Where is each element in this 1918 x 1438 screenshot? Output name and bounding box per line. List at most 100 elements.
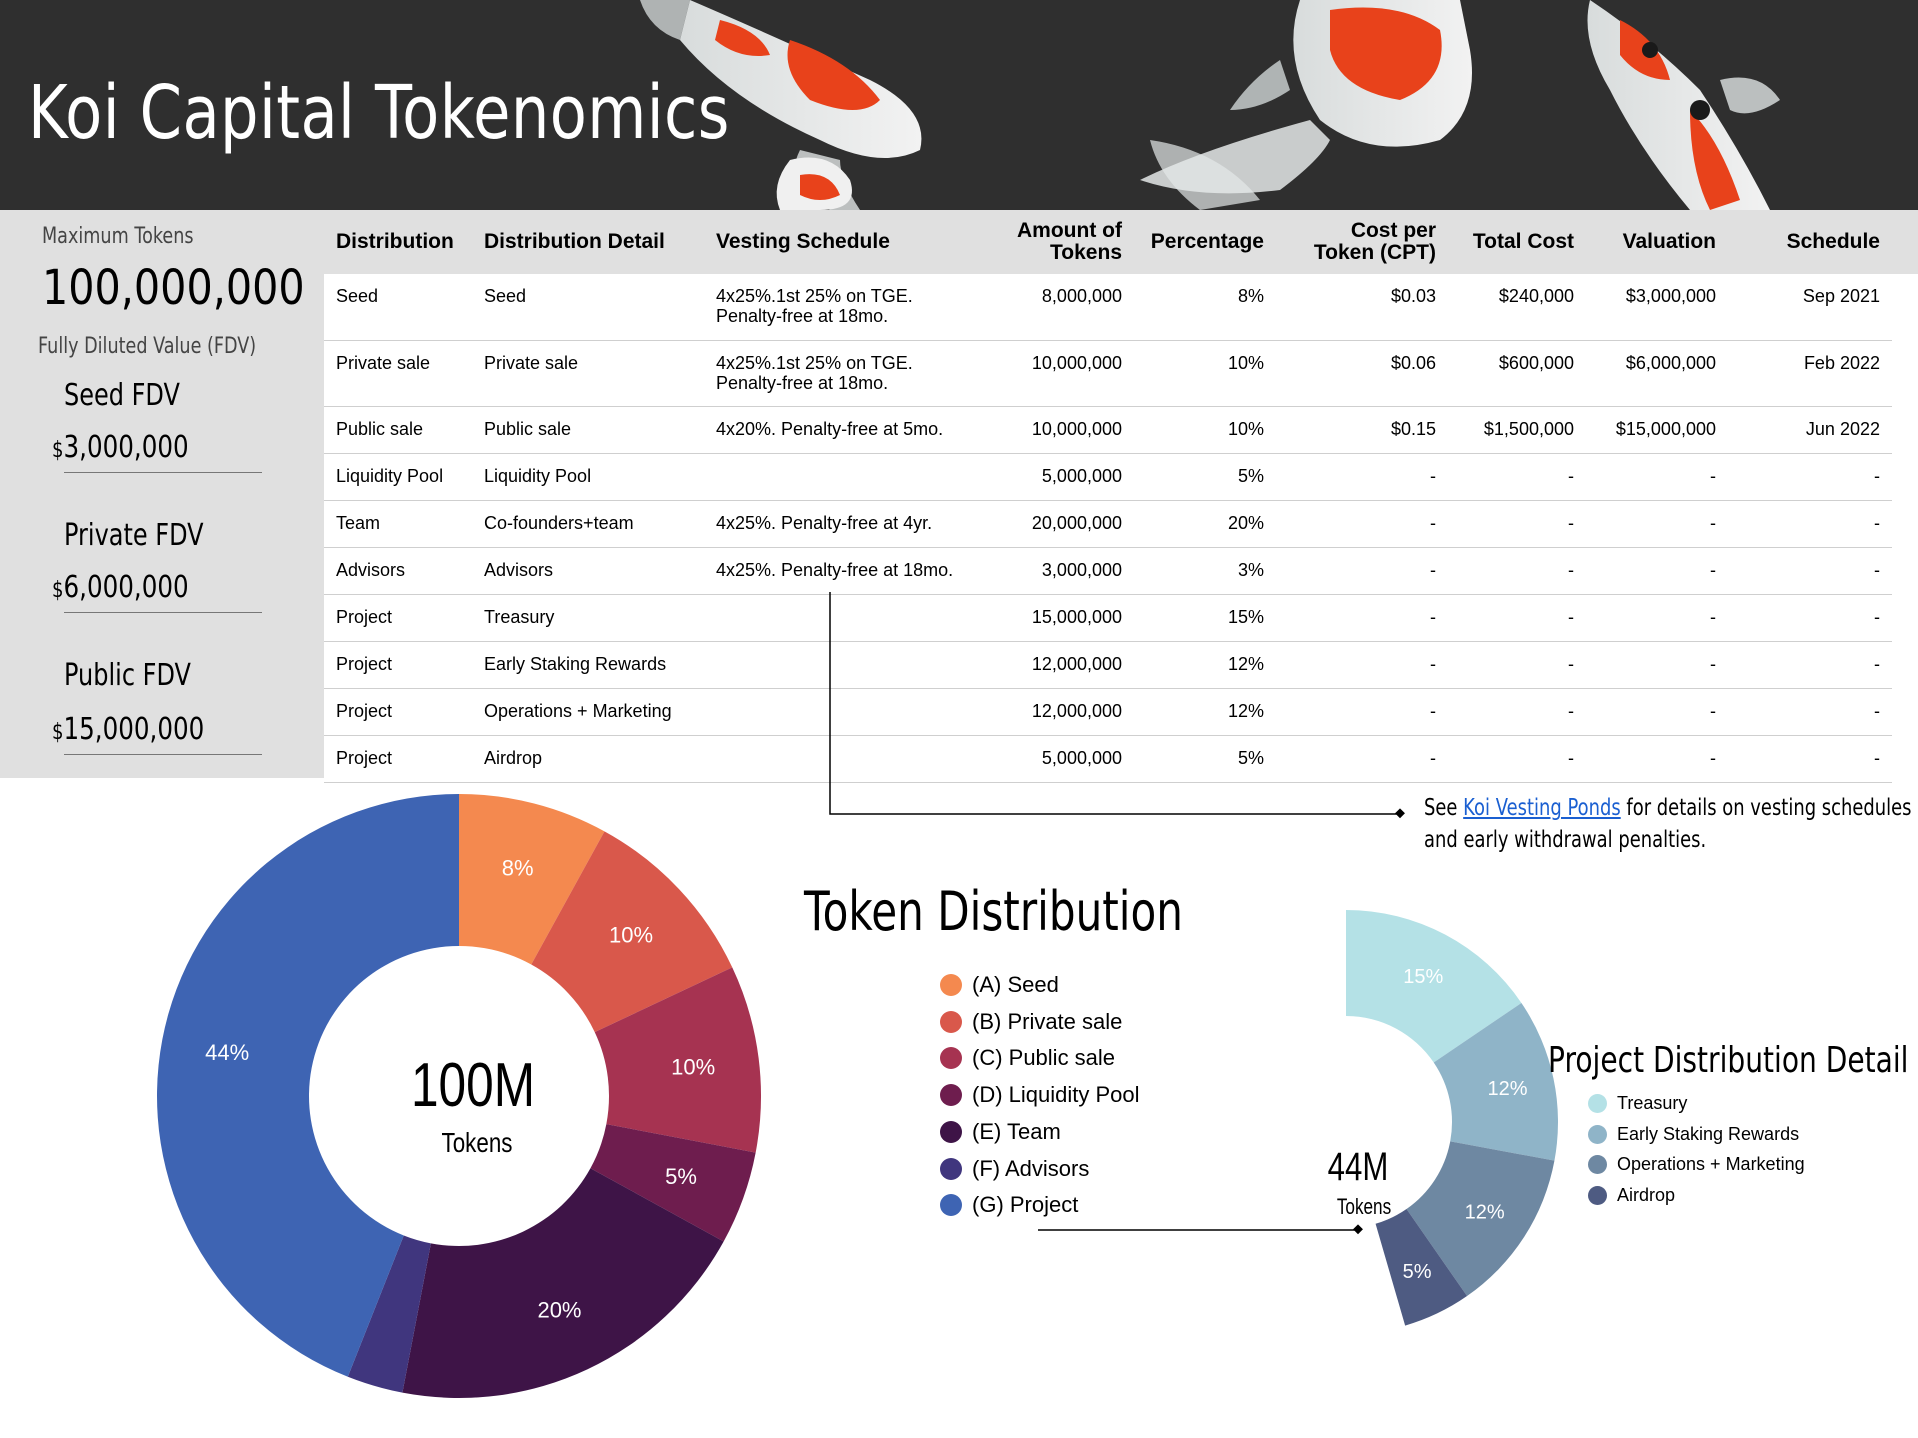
legend-label: (C) Public sale [972, 1045, 1116, 1071]
table-cell: - [1448, 453, 1586, 501]
private-fdv-label: Private FDV [64, 518, 204, 553]
center-value: 100M [411, 1050, 535, 1120]
table-row: Private sale Private sale 4x25%.1st 25% on… [324, 340, 1892, 407]
table-cell: 20% [1134, 500, 1276, 548]
legend-label: (D) Liquidity Pool [972, 1082, 1140, 1108]
legend-item: Treasury [1588, 1093, 1687, 1114]
table-cell: $3,000,000 [1586, 274, 1728, 341]
table-cell: - [1448, 500, 1586, 548]
legend-item: (B) Private sale [940, 1009, 1122, 1035]
table-cell [704, 594, 992, 642]
divider [64, 754, 262, 755]
slice-label: 12% [1465, 1202, 1505, 1224]
pie-slice [1375, 1209, 1468, 1326]
table-cell: 12,000,000 [992, 641, 1134, 689]
slice-label: 5% [665, 1164, 697, 1189]
table-cell: Early Staking Rewards [472, 641, 704, 689]
pie-slice [402, 1168, 724, 1399]
table-header-band [324, 210, 1918, 274]
table-row: Advisors Advisors 4x25%. Penalty-free at 1… [324, 547, 1892, 595]
table-cell: Public sale [472, 406, 704, 454]
koi-fish-1 [640, 0, 922, 210]
table-cell: 5,000,000 [992, 453, 1134, 501]
table-cell: - [1586, 547, 1728, 595]
seed-fdv-value: $3,000,000 [52, 430, 189, 465]
table-cell: 15,000,000 [992, 594, 1134, 642]
summary-sidebar: Maximum Tokens 100,000,000 Fully Diluted… [0, 210, 324, 778]
legend-swatch [1588, 1094, 1607, 1113]
table-cell: - [1448, 547, 1586, 595]
table-cell: - [1586, 735, 1728, 783]
pie-slice [531, 831, 733, 1033]
table-cell: 8,000,000 [992, 274, 1134, 341]
table-cell: - [1728, 735, 1892, 783]
table-cell: Advisors [324, 547, 472, 595]
legend-item: Operations + Marketing [1588, 1154, 1805, 1175]
table-cell: $15,000,000 [1586, 406, 1728, 454]
legend-label: (F) Advisors [972, 1155, 1090, 1181]
table-cell: 5% [1134, 453, 1276, 501]
table-cell: - [1276, 547, 1448, 595]
table-cell: - [1728, 688, 1892, 736]
table-cell: 4x25%.1st 25% on TGE. Penalty-free at 18… [704, 274, 992, 341]
table-cell: $600,000 [1448, 340, 1586, 407]
pie-slice [594, 967, 761, 1153]
slice-label: 20% [537, 1298, 581, 1323]
col-header: Total Cost [1472, 230, 1574, 253]
header-banner: Koi Capital Tokenomics [0, 0, 1918, 210]
pie-slice [157, 794, 460, 1377]
koi-fish-2 [776, 157, 852, 210]
col-header: Amount of Tokens [1017, 219, 1122, 264]
table-cell: - [1448, 735, 1586, 783]
tokenomics-table: Distribution Distribution Detail Vesting… [324, 210, 1892, 783]
table-cell: - [1586, 641, 1728, 689]
table-cell: Seed [324, 274, 472, 341]
table-cell: Advisors [472, 547, 704, 595]
legend-label: Airdrop [1617, 1184, 1676, 1205]
legend-item: (D) Liquidity Pool [940, 1082, 1140, 1108]
table-row: Project Operations + Marketing 12,000,000 1… [324, 688, 1892, 736]
table-cell: Co-founders+team [472, 500, 704, 548]
fdv-label: Fully Diluted Value (FDV) [38, 334, 257, 359]
table-cell: - [1276, 594, 1448, 642]
pie-slice [590, 1124, 756, 1242]
table-cell: Liquidity Pool [472, 453, 704, 501]
col-header: Cost per Token (CPT) [1313, 219, 1436, 264]
table-cell: - [1728, 453, 1892, 501]
koi-vesting-ponds-link[interactable]: Koi Vesting Ponds [1463, 795, 1621, 821]
private-fdv-value: $6,000,000 [52, 570, 189, 605]
table-cell: - [1586, 594, 1728, 642]
legend-label: (E) Team [972, 1118, 1061, 1144]
table-cell: Public sale [324, 406, 472, 454]
table-cell: - [1586, 688, 1728, 736]
table-cell: - [1586, 500, 1728, 548]
table-cell: Project [324, 641, 472, 689]
table-cell: - [1728, 547, 1892, 595]
col-header: Percentage [1150, 230, 1264, 253]
slice-label: 10% [609, 922, 653, 947]
table-row: Project Treasury 15,000,000 15% - - - - [324, 594, 1892, 642]
table-cell: - [1728, 500, 1892, 548]
connector-end-diamond [1353, 1224, 1363, 1235]
table-cell [704, 453, 992, 501]
table-cell: Private sale [324, 340, 472, 407]
max-tokens-value: 100,000,000 [42, 260, 305, 316]
table-row: Seed Seed 4x25%.1st 25% on TGE. Penalty-fr… [324, 274, 1892, 341]
slice-label: 15% [1403, 966, 1443, 988]
table-cell: 10% [1134, 406, 1276, 454]
table-cell [704, 735, 992, 783]
slice-label: 12% [1487, 1078, 1527, 1100]
col-header: Distribution Detail [484, 230, 665, 253]
table-cell: Private sale [472, 340, 704, 407]
legend-item: (G) Project [940, 1192, 1078, 1218]
table-row: Liquidity Pool Liquidity Pool 5,000,000 5% -… [324, 453, 1892, 501]
table-cell: Liquidity Pool [324, 453, 472, 501]
legend-swatch [940, 1157, 962, 1180]
table-cell: $6,000,000 [1586, 340, 1728, 407]
table-cell [704, 688, 992, 736]
vesting-note: See Koi Vesting Ponds for details on ves… [1424, 795, 1912, 853]
table-cell: 4x25%. Penalty-free at 4yr. [704, 500, 992, 548]
table-cell: 5,000,000 [992, 735, 1134, 783]
center-label: Tokens [1337, 1195, 1391, 1220]
